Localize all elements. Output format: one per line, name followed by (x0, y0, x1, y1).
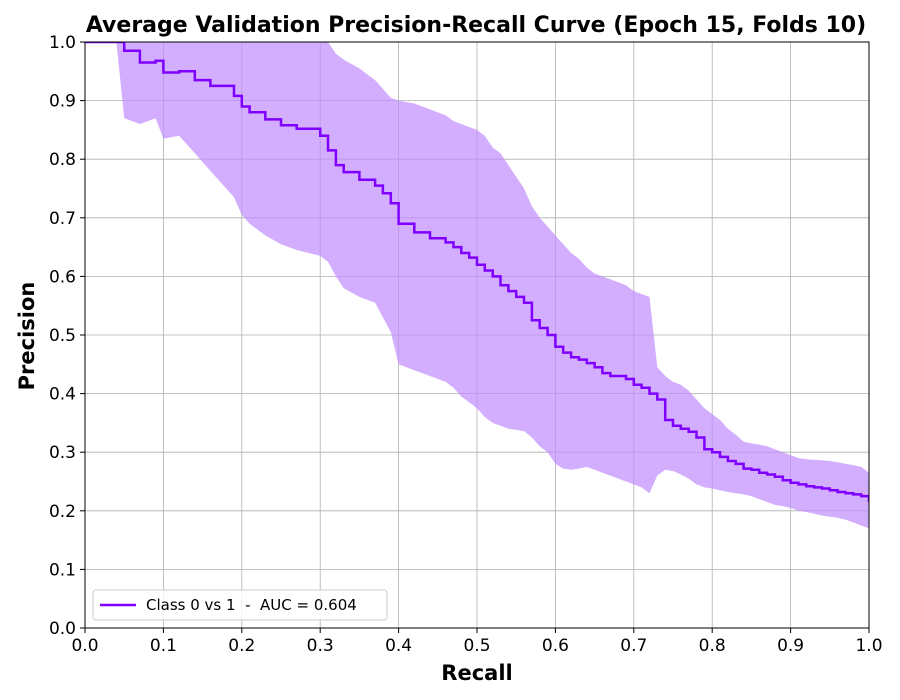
y-axis-label: Precision (15, 282, 39, 391)
y-tick-label: 0.3 (49, 443, 76, 463)
x-tick-label: 0.3 (307, 636, 334, 656)
y-tick-label: 0.5 (49, 326, 76, 346)
x-tick-label: 0.4 (385, 636, 412, 656)
y-tick-label: 0.4 (49, 385, 76, 405)
y-tick-label: 0.6 (49, 267, 76, 287)
x-axis-ticks: 0.0 0.1 0.2 0.3 0.4 0.5 0.6 0.7 0.8 0.9 1.0 (71, 628, 883, 656)
x-tick-label: 1.0 (855, 636, 882, 656)
y-tick-label: 0.0 (49, 619, 76, 639)
x-tick-label: 0.9 (777, 636, 804, 656)
x-tick-label: 0.7 (620, 636, 647, 656)
chart-title: Average Validation Precision-Recall Curv… (86, 13, 866, 38)
series-line (85, 42, 869, 502)
y-tick-label: 0.7 (49, 209, 76, 229)
legend-box (92, 589, 388, 621)
x-tick-label: 0.2 (228, 636, 255, 656)
y-tick-label: 0.9 (49, 92, 76, 112)
y-tick-label: 0.8 (49, 150, 76, 170)
x-tick-label: 0.0 (71, 636, 98, 656)
series-line-layer (85, 42, 869, 502)
x-tick-label: 0.6 (542, 636, 569, 656)
legend-label: Class 0 vs 1 - AUC = 0.604 (146, 596, 357, 614)
y-axis-ticks: 0.0 0.1 0.2 0.3 0.4 0.5 0.6 0.7 0.8 0.9 1.0 (49, 33, 85, 639)
x-tick-label: 0.1 (150, 636, 177, 656)
y-tick-label: 1.0 (49, 33, 76, 53)
x-tick-label: 0.5 (463, 636, 490, 656)
x-axis-label: Recall (441, 661, 512, 685)
legend: Class 0 vs 1 - AUC = 0.604 (92, 589, 388, 621)
confidence-band-layer (85, 42, 869, 529)
y-tick-label: 0.2 (49, 502, 76, 522)
x-tick-label: 0.8 (699, 636, 726, 656)
y-tick-label: 0.1 (49, 560, 76, 580)
confidence-band (85, 42, 869, 529)
